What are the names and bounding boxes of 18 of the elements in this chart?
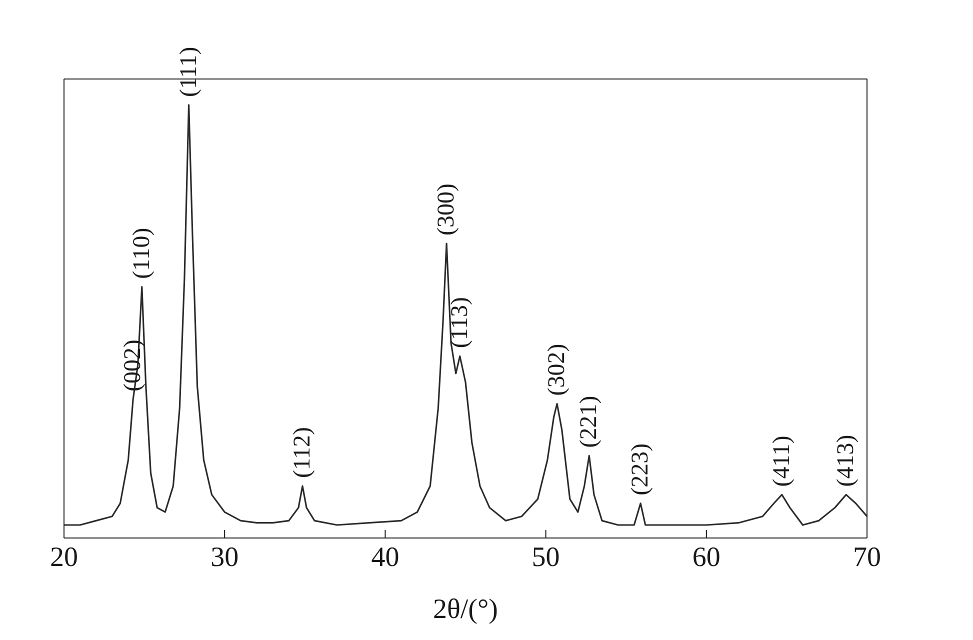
annotation: (112) (289, 426, 316, 478)
annotation: (223) (628, 443, 654, 496)
annotation: (300) (434, 184, 460, 236)
x-tick-label: 70 (853, 542, 881, 573)
x-tick-label: 40 (371, 542, 400, 573)
annotation: (002) (120, 339, 146, 392)
x-tick-label: 30 (210, 542, 239, 573)
annotation: (110) (128, 228, 155, 279)
annotation: (111) (176, 46, 202, 97)
annotation: (113) (446, 297, 473, 348)
annotation: (413) (833, 434, 860, 487)
x-tick-label: 20 (50, 542, 78, 573)
annotation: (411) (768, 436, 795, 487)
annotation: (221) (576, 396, 602, 448)
x-tick-label: 60 (692, 542, 720, 573)
annotation: (302) (544, 344, 570, 396)
x-tick-label: 50 (532, 542, 560, 573)
x-axis-title: 2θ/(°) (432, 594, 498, 625)
